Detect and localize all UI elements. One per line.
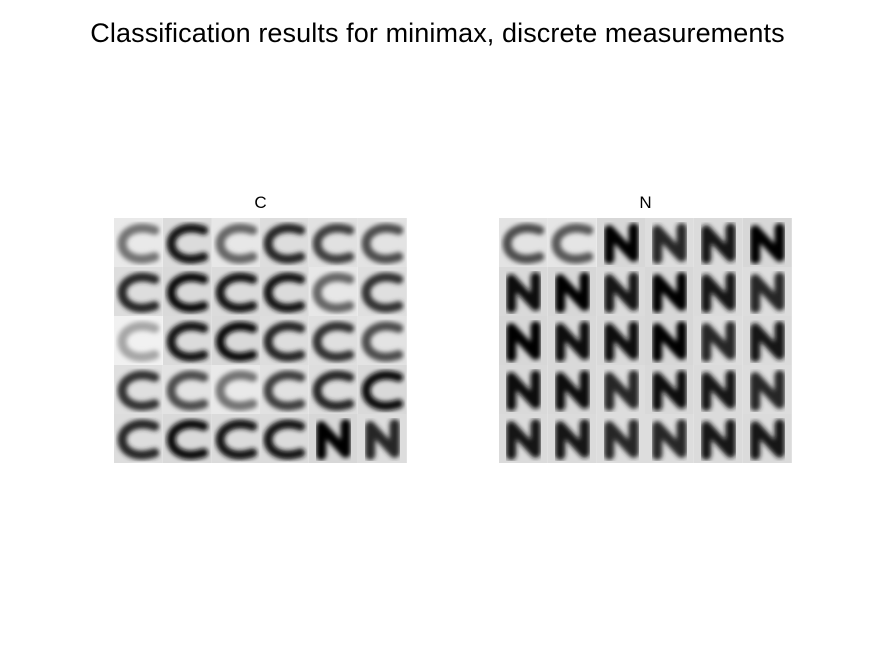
thumbnail-c xyxy=(162,414,212,463)
thumbnail-c xyxy=(260,218,310,267)
thumbnail-c xyxy=(114,316,163,365)
thumbnail-c xyxy=(211,414,261,463)
thumbnail-c xyxy=(211,267,261,316)
thumbnail-c xyxy=(309,218,359,267)
thumbnail-c xyxy=(211,316,261,365)
thumbnail-c xyxy=(358,316,407,365)
thumbnail-c xyxy=(309,267,359,316)
thumbnail-n xyxy=(694,218,744,267)
thumbnail-c xyxy=(260,267,310,316)
figure-title: Classification results for minimax, disc… xyxy=(90,18,785,48)
thumbnail-n xyxy=(309,414,359,463)
image-grid-c xyxy=(114,218,407,463)
panel-label-n: N xyxy=(639,193,652,212)
thumbnail-n xyxy=(596,218,646,267)
thumbnail-n xyxy=(547,414,597,463)
thumbnail-n xyxy=(596,267,646,316)
thumbnail-n xyxy=(743,365,792,414)
thumbnail-n xyxy=(499,414,548,463)
thumbnail-n xyxy=(645,414,695,463)
thumbnail-c xyxy=(547,218,597,267)
thumbnail-n xyxy=(547,316,597,365)
thumbnail-n xyxy=(645,267,695,316)
thumbnail-n xyxy=(743,316,792,365)
thumbnail-c xyxy=(260,316,310,365)
thumbnail-c xyxy=(114,267,163,316)
thumbnail-c xyxy=(260,414,310,463)
thumbnail-n xyxy=(499,316,548,365)
thumbnail-n xyxy=(499,267,548,316)
thumbnail-c xyxy=(114,218,163,267)
thumbnail-c xyxy=(162,365,212,414)
thumbnail-n xyxy=(694,365,744,414)
thumbnail-n xyxy=(547,365,597,414)
thumbnail-c xyxy=(309,316,359,365)
panel-n: N xyxy=(499,192,792,463)
thumbnail-n xyxy=(596,316,646,365)
thumbnail-c xyxy=(114,414,163,463)
thumbnail-n xyxy=(547,267,597,316)
thumbnail-n xyxy=(596,414,646,463)
thumbnail-n xyxy=(645,218,695,267)
thumbnail-n xyxy=(694,316,744,365)
thumbnail-c xyxy=(358,365,407,414)
panel-c: C xyxy=(114,192,407,463)
thumbnail-n xyxy=(596,365,646,414)
thumbnail-n xyxy=(694,414,744,463)
thumbnail-n xyxy=(743,267,792,316)
thumbnail-n xyxy=(743,414,792,463)
thumbnail-c xyxy=(211,218,261,267)
thumbnail-c xyxy=(260,365,310,414)
thumbnail-c xyxy=(211,365,261,414)
thumbnail-n xyxy=(743,218,792,267)
thumbnail-c xyxy=(162,267,212,316)
thumbnail-c xyxy=(309,365,359,414)
panel-label-c: C xyxy=(254,193,267,212)
thumbnail-n xyxy=(499,365,548,414)
thumbnail-c xyxy=(499,218,548,267)
thumbnail-n xyxy=(358,414,407,463)
thumbnail-n xyxy=(645,365,695,414)
image-grid-n xyxy=(499,218,792,463)
thumbnail-c xyxy=(358,218,407,267)
thumbnail-c xyxy=(358,267,407,316)
thumbnail-n xyxy=(645,316,695,365)
thumbnail-c xyxy=(114,365,163,414)
thumbnail-c xyxy=(162,218,212,267)
thumbnail-c xyxy=(162,316,212,365)
thumbnail-n xyxy=(694,267,744,316)
